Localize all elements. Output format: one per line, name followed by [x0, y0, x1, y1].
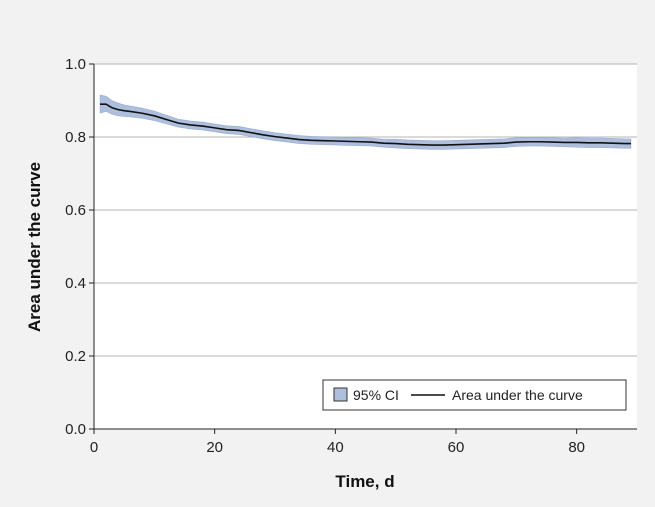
x-axis-ticks: 0 20 40 60 80 — [90, 429, 585, 456]
legend-box — [322, 379, 627, 411]
axes — [93, 64, 637, 430]
auc-line — [100, 103, 631, 146]
y-tick-label-1: 0.2 — [65, 348, 86, 365]
legend-ci-swatch — [333, 387, 348, 402]
legend-auc-label: Area under the curve — [452, 387, 583, 403]
legend-ci-label: 95% CI — [353, 387, 399, 403]
legend: 95% CI Area under the curve — [322, 379, 627, 411]
x-tick-label-0: 0 — [90, 439, 98, 456]
y-axis-ticks: 0.0 0.2 0.4 0.6 0.8 1.0 — [65, 56, 94, 438]
x-tick-label-2: 40 — [327, 439, 344, 456]
y-tick-label-0: 0.0 — [65, 421, 86, 438]
x-tick-label-4: 80 — [568, 439, 585, 456]
x-axis-title: Time, d — [335, 472, 394, 491]
ci-band — [99, 94, 632, 150]
y-tick-label-4: 0.8 — [65, 129, 86, 146]
x-tick-label-1: 20 — [206, 439, 223, 456]
y-tick-label-3: 0.6 — [65, 202, 86, 219]
gridlines — [94, 63, 637, 357]
y-axis-title: Area under the curve — [25, 162, 44, 332]
y-tick-label-2: 0.4 — [65, 275, 86, 292]
x-tick-label-3: 60 — [448, 439, 465, 456]
y-tick-label-5: 1.0 — [65, 56, 86, 73]
